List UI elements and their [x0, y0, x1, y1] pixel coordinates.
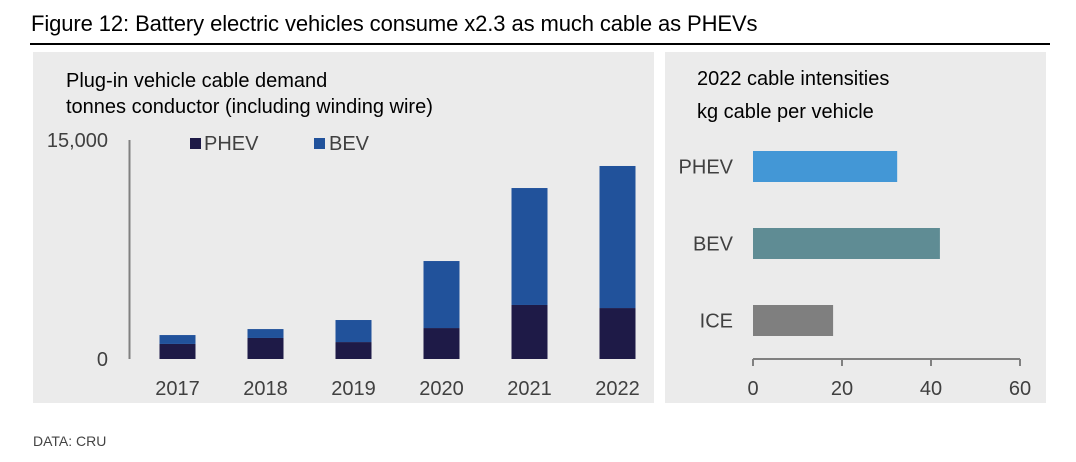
title-rule [30, 43, 1050, 45]
right-x-ticks: 0 20 40 60 [747, 359, 1031, 400]
horizontal-bar-chart-panel [665, 52, 1046, 403]
intensity-bar-ice [753, 305, 834, 336]
x-tick-label-20: 20 [831, 378, 853, 400]
category-label-ice: ICE [700, 311, 733, 333]
bar-bev-2020 [423, 261, 460, 329]
horizontal-bars [753, 151, 940, 336]
figure-title: Figure 12: Battery electric vehicles con… [31, 11, 758, 36]
bar-phev-2018 [247, 337, 284, 359]
left-x-tick-labels: 2017 2018 2019 2020 2021 2022 [155, 378, 640, 400]
intensity-bar-phev [753, 151, 898, 182]
bar-bev-2019 [335, 320, 372, 343]
data-source: DATA: CRU [33, 433, 107, 449]
legend-label-phev: PHEV [204, 133, 259, 155]
intensity-bar-bev [753, 228, 940, 259]
category-label-bev: BEV [693, 234, 734, 256]
bar-bev-2022 [599, 165, 636, 309]
x-tick-label-2018: 2018 [243, 378, 288, 400]
right-chart-subtitle: kg cable per vehicle [697, 101, 874, 123]
bar-phev-2020 [423, 328, 460, 359]
bar-phev-2021 [511, 304, 548, 359]
left-chart-title: Plug-in vehicle cable demand [66, 70, 327, 92]
legend-swatch-bev [314, 138, 325, 149]
x-tick-label-40: 40 [920, 378, 942, 400]
category-label-phev: PHEV [679, 157, 734, 179]
bar-bev-2021 [511, 188, 548, 305]
x-tick-label-2022: 2022 [595, 378, 640, 400]
stacked-bars [159, 165, 636, 359]
right-chart-title: 2022 cable intensities [697, 68, 889, 90]
bar-bev-2018 [247, 329, 284, 338]
right-category-labels: PHEV BEV ICE [679, 157, 734, 333]
legend-label-bev: BEV [329, 133, 370, 155]
left-y-tick-labels: 0 15,000 [47, 130, 108, 371]
x-tick-label-2017: 2017 [155, 378, 200, 400]
x-tick-label-2019: 2019 [331, 378, 376, 400]
bar-bev-2017 [159, 335, 196, 344]
bar-phev-2017 [159, 343, 196, 359]
bar-phev-2022 [599, 308, 636, 359]
legend: PHEV BEV [190, 133, 370, 155]
x-tick-label-2021: 2021 [507, 378, 552, 400]
bar-phev-2019 [335, 342, 372, 359]
x-tick-label-60: 60 [1009, 378, 1031, 400]
legend-swatch-phev [190, 138, 201, 149]
y-tick-label-0: 0 [97, 349, 108, 371]
x-tick-label-2020: 2020 [419, 378, 464, 400]
y-tick-label-15,000: 15,000 [47, 130, 108, 152]
left-chart-subtitle: tonnes conductor (including winding wire… [66, 96, 433, 118]
x-tick-label-0: 0 [747, 378, 758, 400]
